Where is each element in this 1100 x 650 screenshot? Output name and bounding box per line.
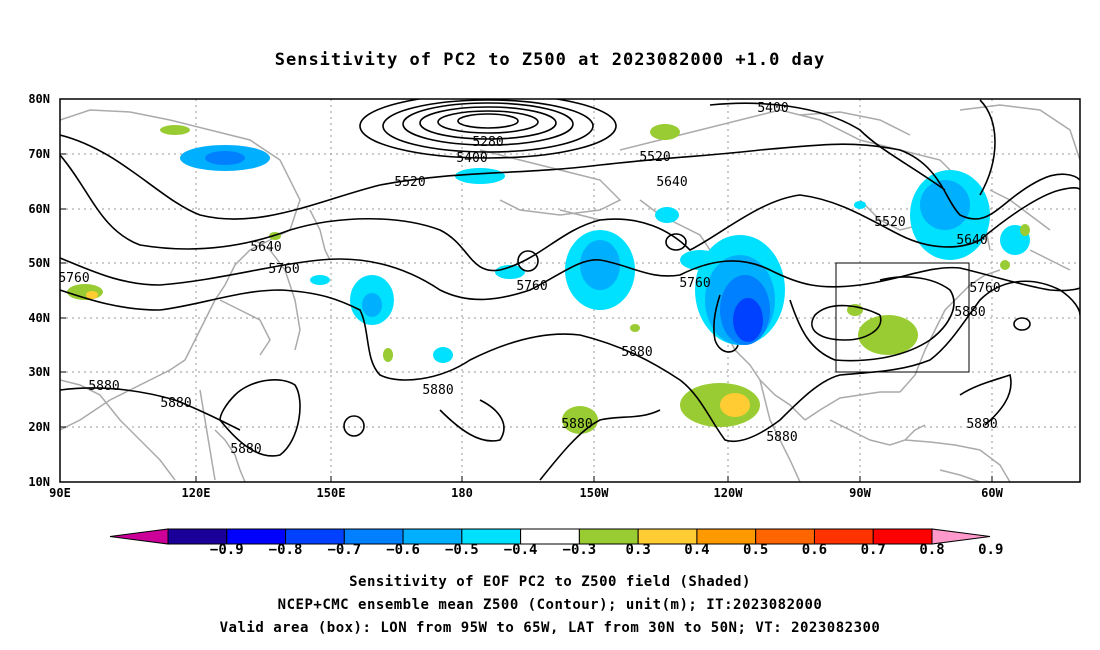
contour-label: 5880 [422, 383, 453, 398]
contour-label: 5760 [679, 276, 710, 291]
colorbar-tick-label: −0.8 [268, 542, 303, 558]
contour-label: 5880 [966, 417, 997, 432]
contour-label: 5400 [757, 101, 788, 116]
colorbar-tick-label: 0.8 [919, 542, 945, 558]
contour-label: 5880 [160, 396, 191, 411]
lon-label: 120E [181, 486, 211, 500]
chart-title: Sensitivity of PC2 to Z500 at 2023082000… [274, 50, 826, 70]
valid-area-box [835, 262, 970, 373]
lat-label: 30N [28, 365, 50, 379]
lat-label: 60N [28, 202, 50, 216]
contour-label: 5640 [656, 175, 687, 190]
z500-contours [60, 99, 1080, 481]
lat-label: 40N [28, 311, 50, 325]
lon-label: 150E [316, 486, 346, 500]
tick-marks [60, 98, 993, 482]
lon-label: 180 [451, 486, 473, 500]
contour-label: 5760 [58, 271, 89, 286]
contour-label: 5280 [472, 135, 503, 150]
coastlines [60, 104, 1080, 482]
lat-label: 20N [28, 420, 50, 434]
lat-label: 80N [28, 92, 50, 106]
contour-label: 5520 [874, 215, 905, 230]
contour-label: 5760 [516, 279, 547, 294]
colorbar-tick-label: −0.9 [209, 542, 244, 558]
lon-label: 120W [713, 486, 743, 500]
contour-label: 5880 [230, 442, 261, 457]
colorbar-over-arrow [931, 528, 991, 545]
lon-label: 90W [849, 486, 871, 500]
footer-line-3: Valid area (box): LON from 95W to 65W, L… [219, 620, 881, 636]
colorbar-tick-label: −0.4 [503, 542, 538, 558]
contour-label: 5520 [639, 150, 670, 165]
footer-line-1: Sensitivity of EOF PC2 to Z500 field (Sh… [349, 574, 751, 590]
contour-label: 5520 [394, 175, 425, 190]
lon-label: 90E [49, 486, 71, 500]
contour-label: 5880 [561, 417, 592, 432]
contour-label: 5880 [766, 430, 797, 445]
colorbar [109, 528, 991, 545]
lon-label: 150W [579, 486, 609, 500]
colorbar-tick-label: −0.6 [386, 542, 420, 558]
colorbar-tick-label: 0.3 [625, 542, 651, 558]
colorbar-tick-label: 0.7 [860, 542, 886, 558]
contour-label: 5760 [969, 281, 1000, 296]
colorbar-tick-label: 0.9 [978, 542, 1004, 558]
contour-label: 5640 [250, 240, 281, 255]
contour-label: 5880 [954, 305, 985, 320]
contour-label: 5880 [621, 345, 652, 360]
colorbar-tick-label: 0.6 [801, 542, 828, 558]
contour-labels: 5400 5280 5400 5520 5520 5640 5520 5640 … [58, 101, 1001, 457]
lat-label: 10N [28, 475, 50, 489]
colorbar-under-arrow [109, 528, 169, 545]
contour-label: 5880 [88, 379, 119, 394]
lat-label: 50N [28, 256, 50, 270]
contour-label: 5640 [956, 233, 987, 248]
lon-label: 60W [981, 486, 1003, 500]
contour-label: 5400 [456, 151, 487, 166]
plot-border [59, 98, 1081, 483]
colorbar-tick-label: −0.3 [562, 542, 597, 558]
colorbar-tick-label: 0.4 [684, 542, 710, 558]
sensitivity-shading [67, 124, 1030, 434]
lat-label: 70N [28, 147, 50, 161]
contour-label: 5760 [268, 262, 299, 277]
footer-line-2: NCEP+CMC ensemble mean Z500 (Contour); u… [277, 597, 823, 613]
colorbar-tick-label: 0.5 [743, 542, 769, 558]
colorbar-tick-label: −0.5 [444, 542, 479, 558]
colorbar-tick-label: −0.7 [327, 542, 362, 558]
